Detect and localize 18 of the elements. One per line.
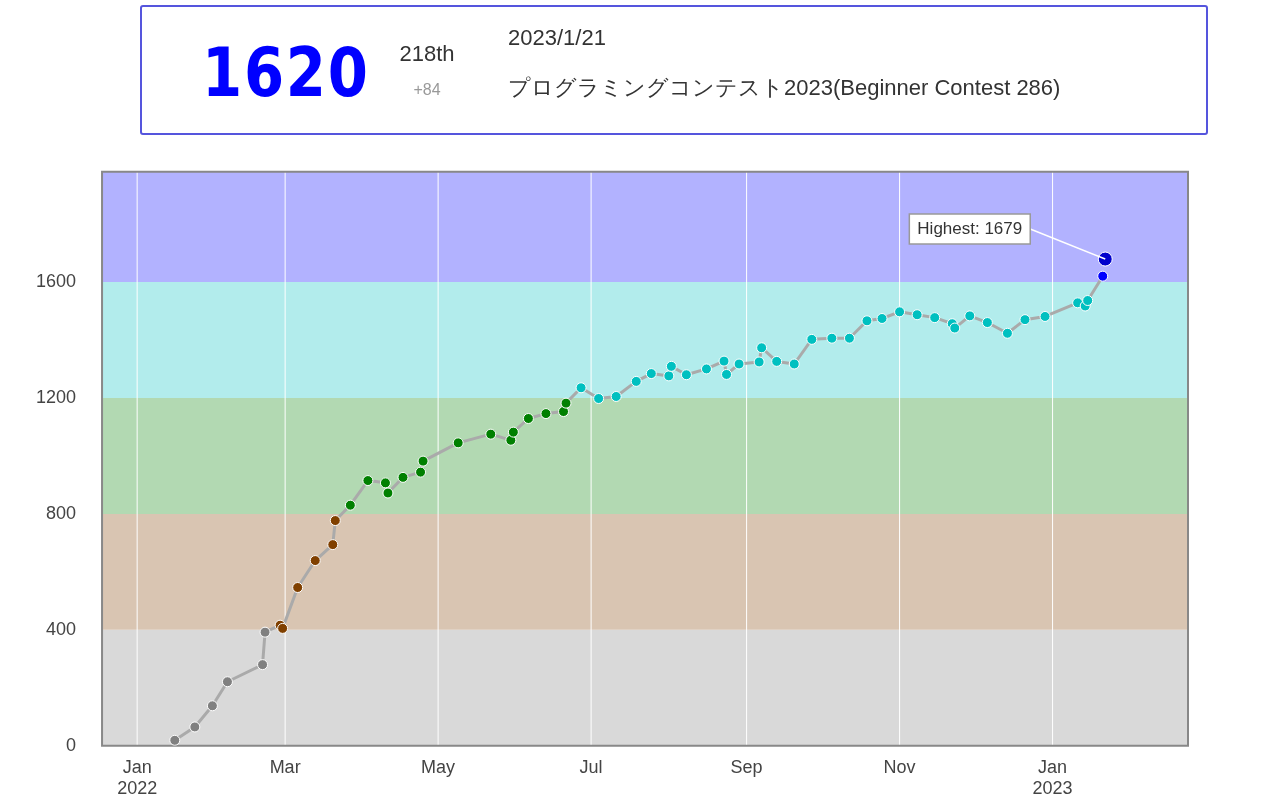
text: +84 bbox=[412, 81, 442, 99]
x-tick-label: Sep bbox=[730, 756, 763, 777]
y-tick-label: 1200 bbox=[36, 386, 77, 407]
text: 2023/1/21 bbox=[508, 25, 606, 51]
x-tick-label: Jul bbox=[579, 756, 603, 777]
x-tick-label: May bbox=[421, 756, 456, 777]
chart-title: 1620 bbox=[202, 33, 370, 112]
x-tick-label: Jan 2023 bbox=[1032, 756, 1073, 799]
text: プログラミングコンテスト2023(Beginner Contest 286) bbox=[508, 74, 1061, 102]
y-tick-label: 1600 bbox=[36, 270, 77, 291]
text: 218th bbox=[398, 41, 456, 67]
annotation: Highest: 1679 bbox=[917, 218, 1023, 238]
x-tick-label: Jan 2022 bbox=[117, 756, 158, 799]
y-tick-label: 400 bbox=[46, 618, 77, 639]
y-tick-label: 800 bbox=[46, 502, 77, 523]
x-tick-label: Nov bbox=[883, 756, 916, 777]
x-tick-label: Mar bbox=[269, 756, 301, 777]
y-tick-label: 0 bbox=[66, 734, 77, 755]
